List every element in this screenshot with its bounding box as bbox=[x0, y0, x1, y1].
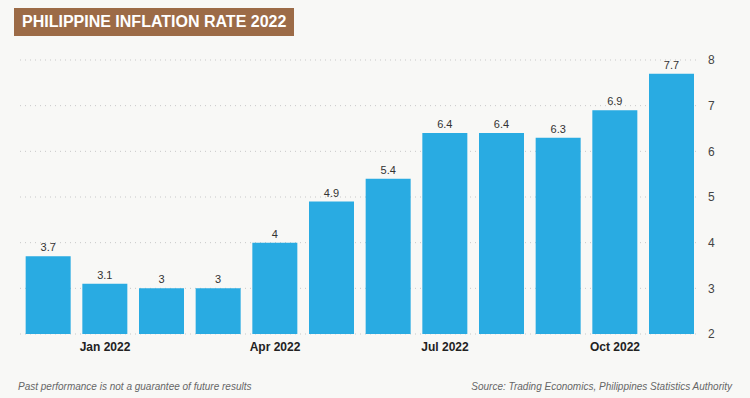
svg-text:5: 5 bbox=[708, 190, 715, 204]
svg-text:Apr 2022: Apr 2022 bbox=[250, 340, 301, 354]
svg-text:2: 2 bbox=[708, 327, 715, 341]
svg-text:6.3: 6.3 bbox=[551, 123, 566, 135]
svg-text:3: 3 bbox=[708, 282, 715, 296]
svg-text:3.7: 3.7 bbox=[41, 241, 56, 253]
svg-text:Oct 2022: Oct 2022 bbox=[590, 340, 640, 354]
svg-text:3.1: 3.1 bbox=[97, 269, 112, 281]
html-text:Past performance is not a guar: Past performance is not a guarantee of f… bbox=[18, 381, 252, 392]
svg-text:3: 3 bbox=[215, 273, 221, 285]
svg-text:4: 4 bbox=[272, 228, 278, 240]
html-text:Source: Trading Economics, Phi: Source: Trading Economics, Philippines S… bbox=[471, 381, 732, 392]
svg-text:4.9: 4.9 bbox=[324, 187, 339, 199]
svg-text:5.4: 5.4 bbox=[381, 164, 396, 176]
svg-text:6: 6 bbox=[708, 145, 715, 159]
svg-text:3: 3 bbox=[158, 273, 164, 285]
svg-text:Jul 2022: Jul 2022 bbox=[421, 340, 469, 354]
svg-text:6.9: 6.9 bbox=[607, 95, 622, 107]
svg-text:6.4: 6.4 bbox=[494, 118, 509, 130]
svg-text:7: 7 bbox=[708, 99, 715, 113]
svg-text:6.4: 6.4 bbox=[437, 118, 452, 130]
svg-text:8: 8 bbox=[708, 53, 715, 67]
svg-text:4: 4 bbox=[708, 236, 715, 250]
svg-text:7.7: 7.7 bbox=[664, 59, 679, 71]
svg-text:Jan 2022: Jan 2022 bbox=[80, 340, 131, 354]
html-text:PHILIPPINE INFLATION RATE 2022: PHILIPPINE INFLATION RATE 2022 bbox=[22, 13, 287, 30]
